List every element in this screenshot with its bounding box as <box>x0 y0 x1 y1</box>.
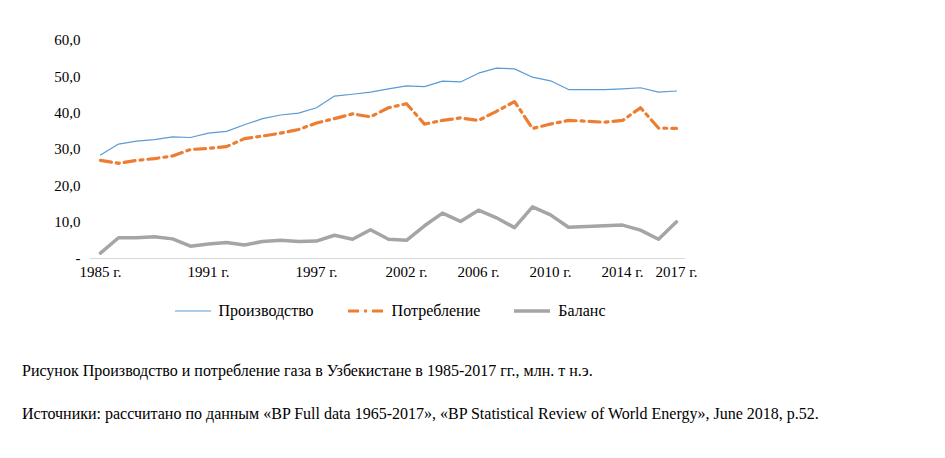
svg-text:2006 г.: 2006 г. <box>458 264 500 280</box>
html-text:Потребление: Потребление <box>391 302 481 319</box>
svg-text:1985 г.: 1985 г. <box>80 264 122 280</box>
svg-text:2002 г.: 2002 г. <box>386 264 428 280</box>
svg-text:2010 г.: 2010 г. <box>530 264 572 280</box>
svg-text:1997 г.: 1997 г. <box>296 264 338 280</box>
svg-text:40,0: 40,0 <box>54 105 80 121</box>
svg-text:2014 г.: 2014 г. <box>602 264 644 280</box>
svg-text:2017 г.: 2017 г. <box>656 264 698 280</box>
svg-text:10,0: 10,0 <box>54 214 80 230</box>
svg-text:50,0: 50,0 <box>54 69 80 85</box>
html-text:Рисунок Производство и потребл: Рисунок Производство и потребление газа … <box>22 362 593 379</box>
svg-text:60,0: 60,0 <box>54 32 80 48</box>
html-text:Производство: Производство <box>218 302 314 319</box>
html-text:Источники: рассчитано по данны: Источники: рассчитано по данным «BP Full… <box>22 405 819 422</box>
svg-text:1991 г.: 1991 г. <box>188 264 230 280</box>
svg-text:20,0: 20,0 <box>54 178 80 194</box>
svg-text:30,0: 30,0 <box>54 141 80 157</box>
html-text:Баланс: Баланс <box>558 302 606 319</box>
